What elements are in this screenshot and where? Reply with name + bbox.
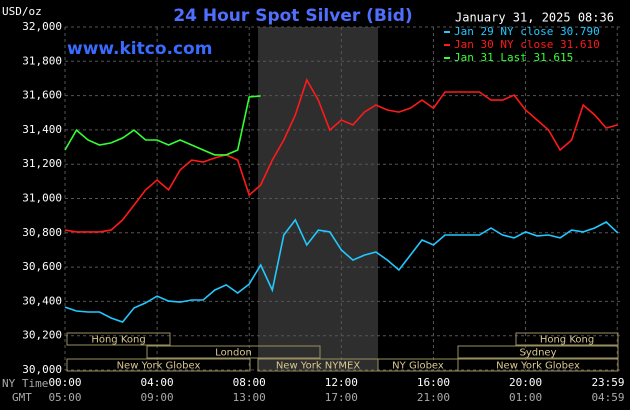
session-label: New York NYMEX: [276, 361, 361, 372]
y-tick-label: 31,200: [22, 157, 62, 170]
session-label: London: [215, 348, 252, 359]
session-label: New York Globex: [496, 361, 580, 372]
session-label: Hong Kong: [91, 335, 145, 346]
x-tick-label: 08:00: [233, 376, 266, 389]
gmt-tick-label: 01:00: [509, 391, 542, 404]
ny-time-label: NY Time: [2, 377, 48, 390]
gmt-tick-label: 04:59: [591, 391, 624, 404]
x-tick-label: 23:59: [591, 376, 624, 389]
legend-label: Jan 31 Last 31.615: [454, 51, 573, 64]
y-tick-label: 30,200: [22, 329, 62, 342]
x-tick-label: 16:00: [417, 376, 450, 389]
session-box: [457, 345, 619, 359]
gmt-tick-label: 13:00: [233, 391, 266, 404]
session-label: NY Globex: [392, 361, 444, 372]
session-box: [457, 358, 619, 372]
session-box: [146, 345, 321, 359]
x-tick-label: 00:00: [48, 376, 81, 389]
source: www.kitco.com: [67, 39, 212, 59]
y-tick-label: 31,800: [22, 54, 62, 67]
y-tick-label: 30,000: [22, 363, 62, 376]
session-label: Sydney: [519, 348, 556, 359]
y-unit: USD/oz: [2, 5, 42, 18]
series-line: [64, 78, 618, 233]
session-label: Hong Kong: [540, 335, 594, 346]
series-line: [64, 95, 261, 156]
gmt-tick-label: 17:00: [325, 391, 358, 404]
y-tick-label: 30,600: [22, 260, 62, 273]
series-line: [64, 218, 619, 323]
y-tick-label: 31,000: [22, 192, 62, 205]
gmt-label: GMT: [12, 391, 32, 404]
x-tick-label: 12:00: [325, 376, 358, 389]
gmt-tick-label: 21:00: [417, 391, 450, 404]
legend-label: Jan 30 NY close 31.610: [454, 38, 600, 51]
session-label: New York Globex: [117, 361, 201, 372]
gmt-tick-label: 09:00: [141, 391, 174, 404]
x-tick-label: 20:00: [509, 376, 542, 389]
legend-label: Jan 29 NY close 30.790: [454, 25, 600, 38]
y-tick-label: 30,400: [22, 294, 62, 307]
timestamp: January 31, 2025 08:36: [455, 11, 614, 25]
session-box: [66, 332, 171, 346]
y-tick-label: 31,600: [22, 89, 62, 102]
y-tick-label: 30,800: [22, 226, 62, 239]
gmt-tick-label: 05:00: [48, 391, 81, 404]
session-box: [66, 358, 251, 372]
session-box: [515, 332, 619, 346]
x-tick-label: 04:00: [141, 376, 174, 389]
y-tick-label: 31,400: [22, 123, 62, 136]
chart-title: 24 Hour Spot Silver (Bid): [173, 6, 412, 26]
y-tick-label: 32,000: [22, 20, 62, 33]
